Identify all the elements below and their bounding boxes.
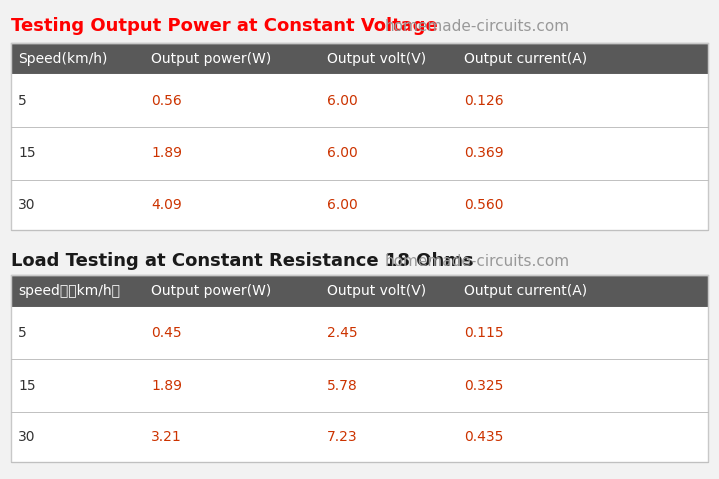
Text: Output volt(V): Output volt(V) (327, 284, 426, 298)
Text: 5.78: 5.78 (327, 378, 358, 393)
Bar (11, 275, 708, 307)
Text: Load Testing at Constant Resistance 18 Ohms: Load Testing at Constant Resistance 18 O… (11, 252, 473, 270)
Text: Output power(W): Output power(W) (151, 284, 271, 298)
Bar (11, 74, 708, 127)
Text: 15: 15 (18, 146, 36, 160)
Text: 3.21: 3.21 (151, 430, 182, 444)
Text: 6.00: 6.00 (327, 146, 358, 160)
Text: Output current(A): Output current(A) (464, 52, 587, 66)
Bar (11, 412, 708, 462)
Text: 0.435: 0.435 (464, 430, 503, 444)
Text: homemade-circuits.com: homemade-circuits.com (385, 253, 569, 269)
Text: Output power(W): Output power(W) (151, 52, 271, 66)
Bar (11, 359, 708, 412)
Bar (11, 43, 708, 230)
Text: 0.369: 0.369 (464, 146, 503, 160)
Text: 15: 15 (18, 378, 36, 393)
Text: 5: 5 (18, 326, 27, 340)
Text: homemade-circuits.com: homemade-circuits.com (385, 19, 569, 34)
Text: 0.45: 0.45 (151, 326, 182, 340)
Text: speed　（km/h）: speed （km/h） (18, 284, 120, 298)
Text: 0.115: 0.115 (464, 326, 503, 340)
Bar (11, 275, 708, 307)
Text: Testing Output Power at Constant Voltage: Testing Output Power at Constant Voltage (11, 17, 438, 35)
Bar (11, 307, 708, 359)
Text: 4.09: 4.09 (151, 198, 182, 212)
Text: 30: 30 (18, 198, 35, 212)
Bar (11, 275, 708, 462)
Bar (11, 180, 708, 230)
Text: 1.89: 1.89 (151, 378, 182, 393)
Text: Speed(km/h): Speed(km/h) (18, 52, 107, 66)
Text: 6.00: 6.00 (327, 198, 358, 212)
Text: Output volt(V): Output volt(V) (327, 52, 426, 66)
Bar (11, 43, 708, 74)
Text: 0.56: 0.56 (151, 93, 182, 108)
Text: 0.126: 0.126 (464, 93, 503, 108)
Text: 0.325: 0.325 (464, 378, 503, 393)
Text: 2.45: 2.45 (327, 326, 358, 340)
Bar (11, 43, 708, 74)
Text: Output current(A): Output current(A) (464, 284, 587, 298)
Text: 6.00: 6.00 (327, 93, 358, 108)
Bar (11, 127, 708, 180)
Text: 30: 30 (18, 430, 35, 444)
Text: 7.23: 7.23 (327, 430, 358, 444)
Text: 1.89: 1.89 (151, 146, 182, 160)
Text: 5: 5 (18, 93, 27, 108)
Text: 0.560: 0.560 (464, 198, 503, 212)
